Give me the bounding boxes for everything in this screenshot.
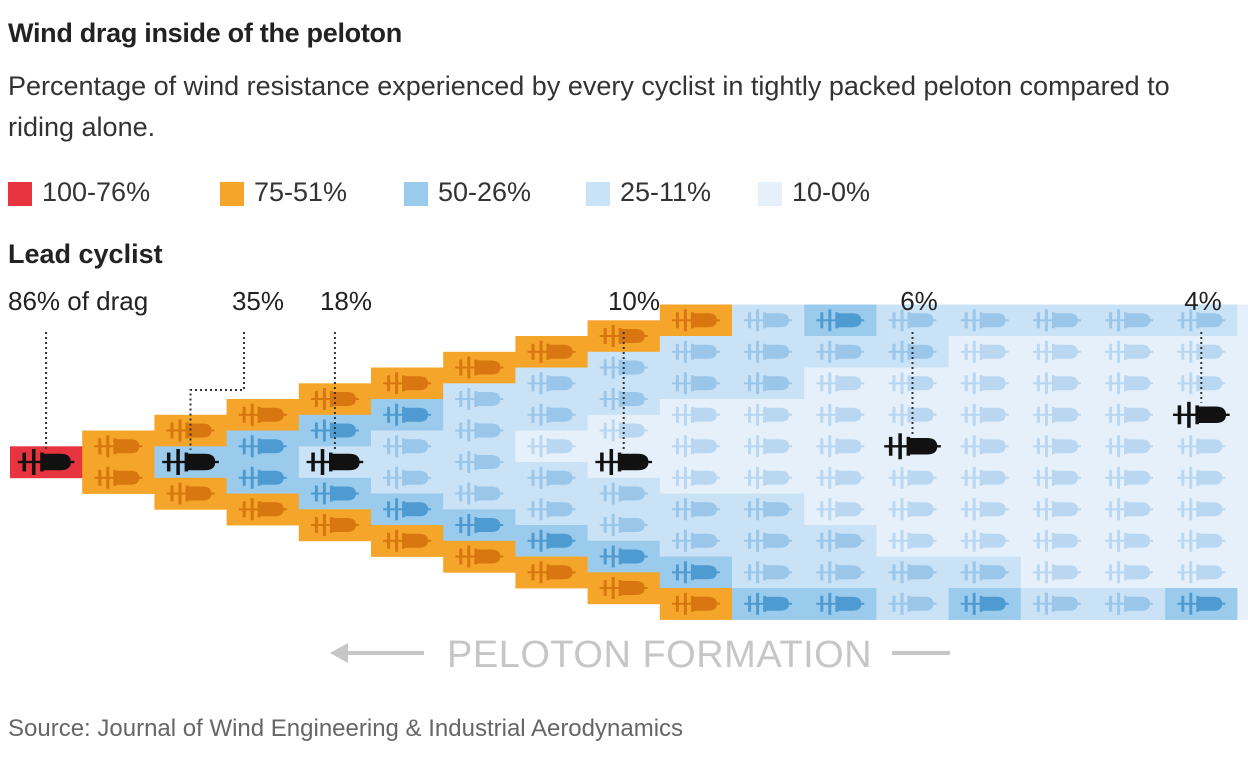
value-label: 35% [232,286,284,316]
legend-swatch-4 [586,182,610,206]
peloton-cell [1237,525,1248,557]
legend-swatch-1 [8,182,32,206]
peloton-cells [10,304,1248,620]
value-label: 18% [320,286,372,316]
peloton-cell [1237,336,1248,368]
leader-lines [45,332,1203,450]
peloton-cell [1237,556,1248,589]
value-label: 10% [608,286,660,316]
peloton-cell [1237,493,1248,526]
value-label: 6% [900,286,938,316]
legend-label-2: 75-51% [254,177,348,207]
legend-swatch-5 [758,182,782,206]
legend-label-4: 25-11% [620,177,712,207]
peloton-cell [1237,430,1248,463]
value-label: 4% [1184,286,1222,316]
chart-title: Wind drag inside of the peloton [8,18,402,48]
formation-arrow: PELOTON FORMATION [330,634,950,676]
chart-subtitle: Percentage of wind resistance experience… [8,71,1170,142]
arrow-shaft [346,651,424,655]
lead-cyclist-label: Lead cyclist [8,239,163,269]
peloton-cell [1237,367,1248,400]
legend: 100-76% 75-51% 50-26% 25-11% 10-0% [8,174,1208,210]
legend-swatch-2 [220,182,244,206]
legend-swatch-3 [404,182,428,206]
peloton-cell [1237,462,1248,494]
formation-label: PELOTON FORMATION [447,634,872,676]
legend-label-1: 100-76% [42,177,151,207]
peloton-cell [1237,304,1248,337]
peloton-cell [1237,399,1248,431]
source-note: Source: Journal of Wind Engineering & In… [8,715,684,742]
arrow-tail [892,651,950,655]
peloton-chart: 86% of drag 35% 18% 10% 6% 4% PELOTON FORMATI… [8,286,1248,676]
legend-label-5: 10-0% [792,177,871,207]
leader-line [189,332,245,450]
peloton-cell [1237,588,1248,620]
value-label: 86% of drag [8,286,148,316]
legend-label-3: 50-26% [438,177,532,207]
value-labels: 86% of drag 35% 18% 10% 6% 4% [8,286,1222,316]
arrow-head-icon [330,643,348,663]
